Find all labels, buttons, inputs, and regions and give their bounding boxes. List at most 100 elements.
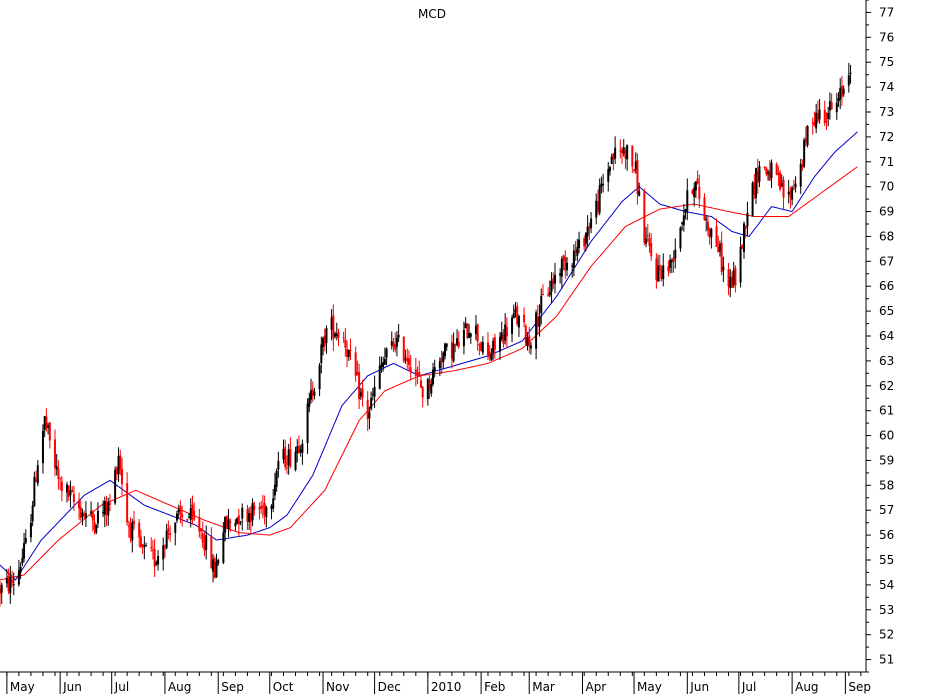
price-bar-body <box>478 344 481 346</box>
price-bar-body <box>710 228 713 238</box>
price-bar-body <box>626 144 629 160</box>
price-bar-body <box>480 342 483 352</box>
x-tick-label: Dec <box>378 680 401 694</box>
price-bar-body <box>775 164 778 175</box>
price-bar-body <box>840 85 843 97</box>
price-bar-body <box>163 547 166 549</box>
price-bar-body <box>492 340 495 353</box>
price-bar-body <box>45 416 48 428</box>
price-bar-body <box>241 507 244 519</box>
price-bar-body <box>722 266 725 271</box>
price-bar-body <box>454 343 457 345</box>
price-bar-body <box>512 313 515 319</box>
price-bar-body <box>237 515 240 525</box>
y-tick-label: 65 <box>879 304 894 318</box>
price-bar-body <box>294 451 297 471</box>
price-bar-body <box>335 333 338 336</box>
price-bar-body <box>541 294 544 296</box>
price-bar-body <box>31 505 34 522</box>
price-bar-body <box>133 520 136 525</box>
price-bar-body <box>753 181 756 195</box>
price-bar-body <box>127 525 130 527</box>
price-bar-body <box>198 517 201 532</box>
price-bar-body <box>342 337 345 339</box>
price-bar-body <box>57 468 60 479</box>
price-bar-body <box>409 367 412 372</box>
price-bar-body <box>47 425 50 428</box>
price-bar-body <box>12 583 15 585</box>
price-bar-body <box>674 249 677 259</box>
x-tick-label: Sep <box>221 680 244 694</box>
x-tick-label: Mar <box>532 680 555 694</box>
price-bar-body <box>93 521 96 530</box>
price-bar-body <box>253 505 256 510</box>
price-bar-body <box>373 386 376 397</box>
price-bar-body <box>419 380 422 388</box>
y-tick-label: 52 <box>879 628 894 642</box>
price-bar-body <box>803 139 806 167</box>
price-bar-body <box>782 179 785 198</box>
x-tick-label: Jul <box>741 680 756 694</box>
price-bar-body <box>813 121 816 126</box>
price-bar-body <box>490 354 493 361</box>
price-bar-body <box>574 249 577 253</box>
price-bar-body <box>114 469 117 504</box>
x-tick-label: Jun <box>62 680 82 694</box>
price-bar-body <box>203 543 206 551</box>
x-tick-label: May <box>10 680 35 694</box>
price-bar-body <box>356 372 359 376</box>
price-bar-body <box>717 246 720 253</box>
price-bar-body <box>657 265 660 282</box>
price-bar-body <box>105 503 108 514</box>
price-bar-body <box>428 379 431 390</box>
price-bar-body <box>442 352 445 363</box>
price-bar-body <box>55 466 58 470</box>
price-bar-body <box>222 532 225 563</box>
price-bar-body <box>505 326 508 337</box>
price-bar-body <box>693 187 696 197</box>
moving-average-line <box>0 166 858 581</box>
y-tick-label: 74 <box>879 80 894 94</box>
price-bar-body <box>119 455 122 470</box>
price-bar-body <box>361 388 364 398</box>
price-bar-body <box>402 336 405 362</box>
price-bar-body <box>395 337 398 347</box>
x-tick-label: Nov <box>326 680 349 694</box>
price-bar-body <box>528 335 531 346</box>
price-bar-body <box>607 169 610 182</box>
price-bar-body <box>847 75 850 86</box>
price-bar-body <box>53 439 56 468</box>
price-bar-body <box>174 522 177 533</box>
y-tick-label: 77 <box>879 5 894 19</box>
price-bar-body <box>679 227 682 249</box>
y-tick-label: 62 <box>879 379 894 393</box>
price-bar-body <box>117 455 120 475</box>
price-bar-body <box>638 191 641 196</box>
price-bar-body <box>645 238 648 244</box>
price-bar-body <box>81 512 84 517</box>
price-bar-body <box>488 351 491 358</box>
price-bar-body <box>24 538 27 543</box>
price-bar-body <box>201 533 204 544</box>
price-bar-body <box>59 478 62 480</box>
price-bar-body <box>5 578 8 584</box>
y-tick-label: 57 <box>879 503 894 517</box>
price-bar-body <box>474 325 477 335</box>
price-bar-body <box>758 166 761 182</box>
price-bar-body <box>378 365 381 389</box>
y-tick-label: 68 <box>879 229 894 243</box>
price-bar-body <box>215 561 218 578</box>
price-bar-body <box>225 515 228 527</box>
price-bar-body <box>380 364 383 368</box>
price-bar-body <box>586 226 589 237</box>
price-bar-body <box>224 516 227 533</box>
price-bar-body <box>366 399 369 420</box>
price-bar-body <box>825 121 828 123</box>
price-bar-body <box>517 316 520 328</box>
price-bar-body <box>7 575 10 592</box>
price-bar-body <box>504 324 507 341</box>
price-bar-body <box>394 344 397 350</box>
price-bar-body <box>600 183 603 187</box>
price-bar-body <box>715 226 718 247</box>
